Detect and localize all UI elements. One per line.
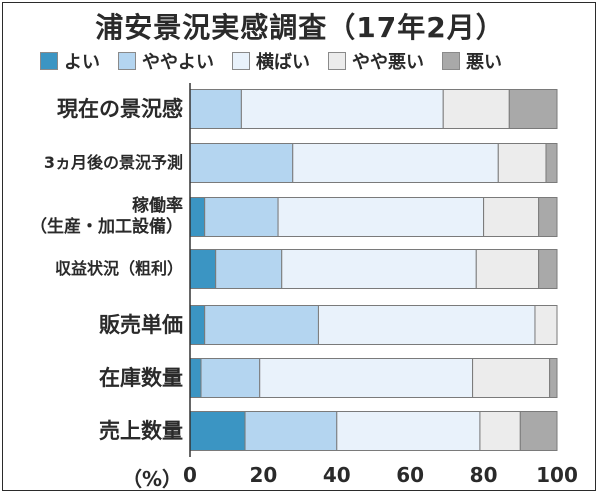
bar-segment bbox=[475, 249, 540, 289]
legend-item: やや悪い bbox=[328, 48, 424, 74]
bar-segment bbox=[240, 89, 444, 129]
legend-item: ややよい bbox=[118, 48, 214, 74]
x-tick-label: 100 bbox=[536, 463, 578, 487]
chart-title: 浦安景況実感調査（17年2月） bbox=[95, 11, 505, 44]
x-axis-unit: （%） bbox=[122, 467, 183, 491]
bar-segment bbox=[549, 358, 558, 398]
bar-segment bbox=[508, 89, 558, 129]
bar-segment bbox=[189, 143, 294, 183]
bar-segment bbox=[281, 249, 477, 289]
bar-segment bbox=[244, 411, 338, 451]
x-tick-label: 40 bbox=[322, 463, 351, 487]
bar-segment bbox=[497, 143, 547, 183]
legend-label: よい bbox=[64, 52, 100, 73]
legend-label: 悪い bbox=[466, 52, 502, 73]
legend-swatch bbox=[232, 52, 250, 70]
legend-item: 横ばい bbox=[232, 48, 310, 74]
bar-segment bbox=[189, 197, 206, 237]
bar-segment bbox=[483, 197, 540, 237]
category-label: 在庫数量 bbox=[99, 365, 183, 390]
bar-segment bbox=[336, 411, 481, 451]
legend-label: ややよい bbox=[142, 52, 214, 73]
bar-segment bbox=[189, 358, 202, 398]
bar-segment bbox=[189, 249, 217, 289]
bar-segment bbox=[204, 197, 279, 237]
legend: よい ややよい 横ばい やや悪い 悪い bbox=[40, 49, 520, 73]
category-label: 稼働率 （生産・加工設備） bbox=[30, 195, 183, 237]
bar-segment bbox=[479, 411, 521, 451]
bar-segment bbox=[472, 358, 551, 398]
x-tick-label: 60 bbox=[396, 463, 425, 487]
bar-segment bbox=[200, 358, 261, 398]
bar-segment bbox=[189, 411, 246, 451]
bar-segment bbox=[189, 305, 206, 345]
x-tick-label: 0 bbox=[183, 463, 197, 487]
legend-swatch bbox=[442, 52, 460, 70]
x-tick-label: 80 bbox=[469, 463, 498, 487]
category-label: 販売単価 bbox=[99, 312, 183, 337]
legend-swatch bbox=[40, 52, 58, 70]
legend-item: 悪い bbox=[442, 48, 502, 74]
bar-segment bbox=[204, 305, 319, 345]
bar-segment bbox=[538, 197, 558, 237]
category-label: 売上数量 bbox=[99, 418, 183, 443]
legend-label: 横ばい bbox=[256, 52, 310, 73]
bar-segment bbox=[189, 89, 242, 129]
category-label: 収益状況（粗利） bbox=[54, 259, 183, 278]
category-label: 3ヵ月後の景況予測 bbox=[43, 153, 183, 172]
bar-segment bbox=[442, 89, 510, 129]
bar-segment bbox=[215, 249, 283, 289]
bar-segment bbox=[545, 143, 558, 183]
legend-item: よい bbox=[40, 48, 100, 74]
chart-frame bbox=[2, 2, 596, 491]
bar-segment bbox=[317, 305, 536, 345]
bar-segment bbox=[277, 197, 485, 237]
category-label: 現在の景況感 bbox=[57, 96, 183, 121]
bar-segment bbox=[259, 358, 474, 398]
legend-label: やや悪い bbox=[352, 52, 424, 73]
bar-segment bbox=[292, 143, 499, 183]
legend-swatch bbox=[328, 52, 346, 70]
legend-swatch bbox=[118, 52, 136, 70]
bar-segment bbox=[534, 305, 558, 345]
x-tick-label: 20 bbox=[249, 463, 278, 487]
bar-segment bbox=[519, 411, 558, 451]
bar-segment bbox=[538, 249, 558, 289]
